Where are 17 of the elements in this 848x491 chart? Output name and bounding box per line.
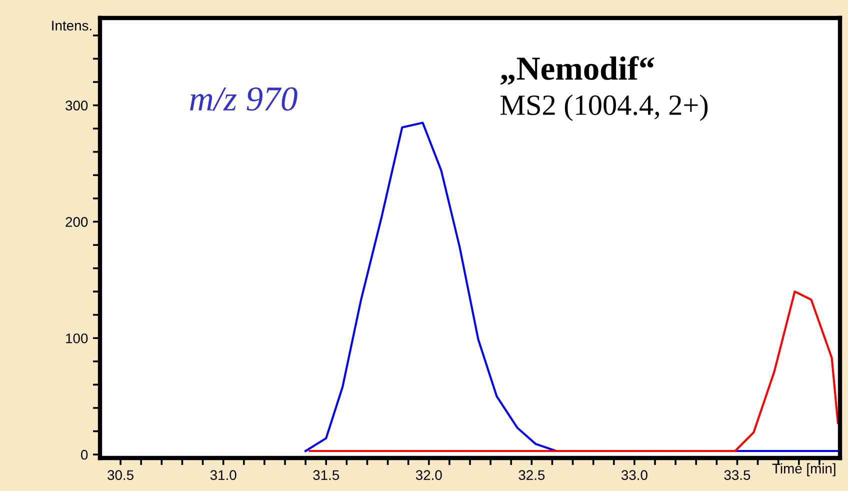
x-axis-title: Time [min] xyxy=(772,463,836,476)
x-tick-label: 33.5 xyxy=(724,470,750,480)
x-tick-label: 32.0 xyxy=(416,470,442,480)
y-tick-label: 100 xyxy=(66,333,88,344)
y-tick-label: 200 xyxy=(66,217,88,227)
y-tick-label: 300 xyxy=(66,100,88,110)
y-axis-title: Intens. xyxy=(52,20,92,31)
line-series xyxy=(308,290,839,452)
y-tick-label: 0 xyxy=(81,450,88,460)
x-tick-label: 31.5 xyxy=(313,470,340,480)
x-tick-label: 33.0 xyxy=(621,470,648,480)
annotation: MS2 (1004.4, 2+) xyxy=(500,94,708,122)
x-tick-label: 32.5 xyxy=(518,470,545,480)
x-tick-label: 30.5 xyxy=(108,470,134,480)
x-tick-label: 31.0 xyxy=(210,470,236,480)
annotation: „Nemodif“ xyxy=(500,56,654,85)
annotation: m/z 970 xyxy=(190,87,298,111)
